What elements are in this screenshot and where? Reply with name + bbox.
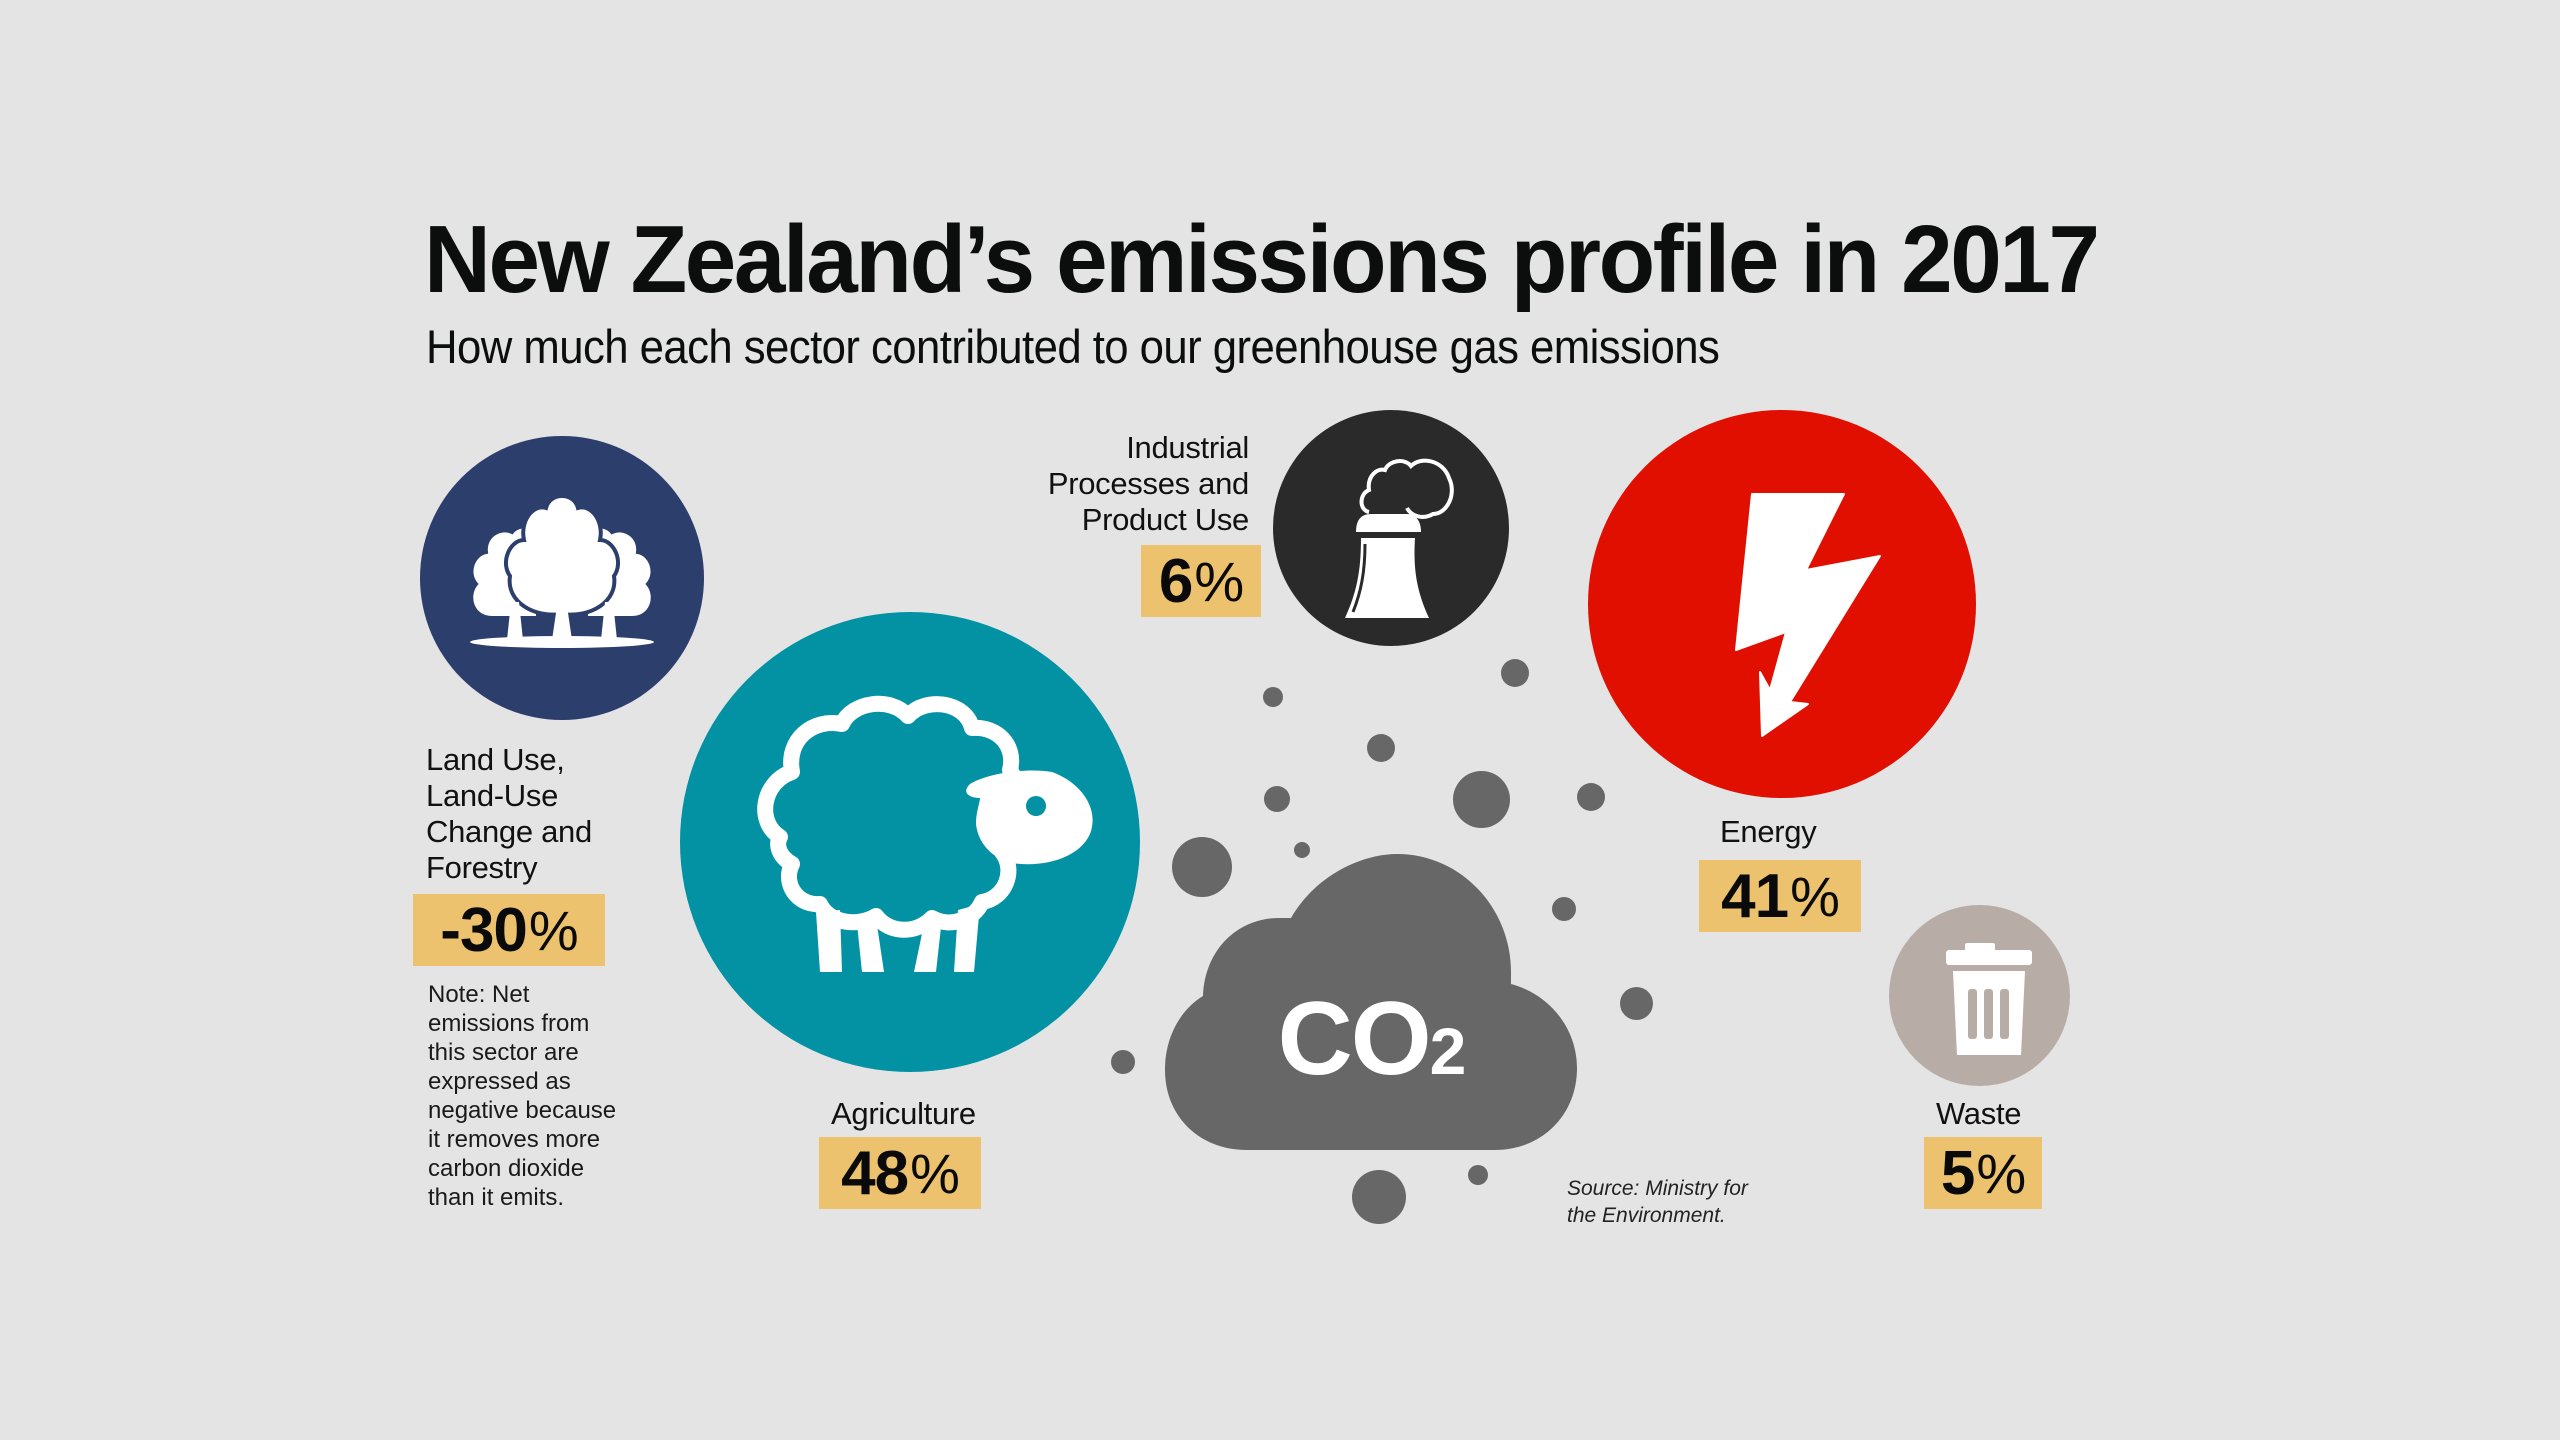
agriculture-value: 48 bbox=[841, 1138, 909, 1208]
industrial-circle bbox=[1273, 410, 1509, 646]
bubble-decoration bbox=[1172, 837, 1232, 897]
industrial-value: 6 bbox=[1158, 546, 1193, 616]
energy-value: 41 bbox=[1721, 861, 1789, 931]
bubble-decoration bbox=[1552, 897, 1576, 921]
waste-circle bbox=[1889, 905, 2070, 1086]
sheep-icon bbox=[757, 695, 1093, 972]
land-use-note: Note: Net emissions from this sector are… bbox=[428, 981, 617, 1211]
energy-label: Energy bbox=[1720, 814, 1817, 849]
waste-label: Waste bbox=[1936, 1096, 2022, 1131]
waste-value: 5 bbox=[1940, 1138, 1975, 1208]
page-title: New Zealand’s emissions profile in 2017 bbox=[424, 206, 2100, 313]
land-use-value: -30 bbox=[440, 895, 528, 965]
bubble-decoration bbox=[1620, 987, 1653, 1020]
energy-value-badge: 41% bbox=[1699, 860, 1861, 932]
land-use-value-badge: -30% bbox=[413, 894, 605, 966]
agriculture-circle bbox=[680, 612, 1140, 1072]
bubble-decoration bbox=[1453, 771, 1510, 828]
bubble-decoration bbox=[1111, 1050, 1135, 1074]
industrial-value-badge: 6% bbox=[1141, 545, 1261, 617]
industrial-label: Industrial Processes and Product Use bbox=[1047, 430, 1249, 537]
factory-smoke-icon bbox=[1345, 458, 1454, 618]
agriculture-label: Agriculture bbox=[831, 1096, 976, 1131]
land-use-circle bbox=[420, 436, 704, 720]
co2-label: CO2 bbox=[1277, 981, 1467, 1097]
bubble-decoration bbox=[1501, 659, 1529, 687]
energy-circle bbox=[1588, 410, 1976, 798]
land-use-label: Land Use, Land-Use Change and Forestry bbox=[426, 742, 592, 885]
page-subtitle: How much each sector contributed to our … bbox=[426, 320, 1720, 373]
agriculture-value-badge: 48% bbox=[819, 1137, 981, 1209]
waste-value-badge: 5% bbox=[1924, 1137, 2042, 1209]
lightning-bolt-icon bbox=[1735, 493, 1881, 737]
bubble-decoration bbox=[1468, 1165, 1488, 1185]
source-note: Source: Ministry for the Environment. bbox=[1567, 1177, 1748, 1227]
bubble-decoration bbox=[1264, 786, 1290, 812]
co2-cloud-icon bbox=[1165, 854, 1577, 1150]
bubble-decoration bbox=[1263, 687, 1283, 707]
bubble-decoration bbox=[1352, 1170, 1406, 1224]
trees-icon bbox=[469, 494, 655, 648]
trash-can-icon bbox=[1946, 943, 2032, 1055]
bubble-decoration bbox=[1367, 734, 1395, 762]
bubble-decoration bbox=[1294, 842, 1310, 858]
bubble-decoration bbox=[1577, 783, 1605, 811]
co2-cloud: CO2 bbox=[1165, 854, 1577, 1152]
